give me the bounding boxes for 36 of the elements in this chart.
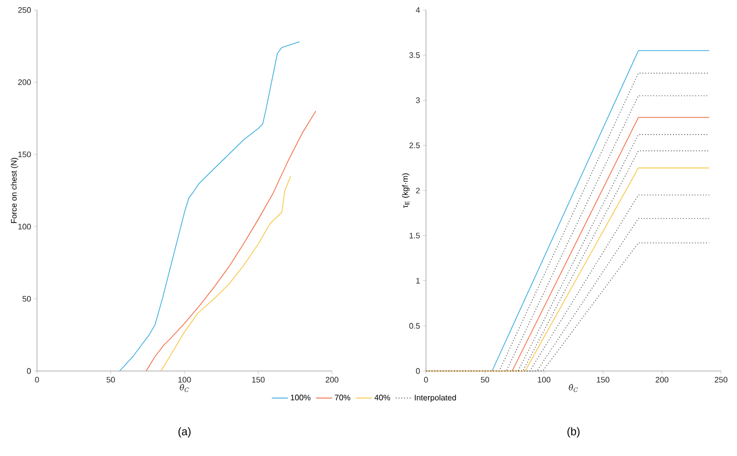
x-tick-label: 0: [35, 376, 39, 383]
y-tick-label: 0: [26, 368, 31, 374]
x-tick-label: 50: [480, 376, 490, 383]
x-tick-label: 200: [326, 376, 338, 383]
text: (b): [567, 427, 580, 438]
x-tick-label: 100: [178, 376, 191, 383]
y-axis-title: Force on chest (N): [10, 158, 18, 223]
y-tick-label: 3.5: [409, 52, 420, 58]
legend-label: 40%: [374, 394, 390, 400]
y-tick-label: 4: [416, 7, 420, 13]
y-tick-label: 2.5: [409, 142, 420, 148]
x-tick-label: 250: [714, 376, 728, 383]
y-tick-label: 250: [18, 7, 31, 13]
y-tick-label: 0: [416, 368, 420, 374]
x-tick-label: 0: [424, 376, 428, 383]
legend-label: 100%: [290, 394, 310, 400]
y-axis-title: τ$_{E}$ (kgf·m): [402, 173, 410, 208]
x-tick-label: 150: [596, 376, 610, 383]
y-tick-label: 3: [416, 97, 420, 104]
y-tick-label: 0.5: [409, 323, 420, 329]
y-tick-label: 2: [416, 188, 420, 194]
y-tick-label: 150: [18, 152, 31, 158]
y-tick-label: 200: [18, 79, 31, 86]
legend-label: 70%: [334, 394, 350, 400]
x-tick-label: 100: [538, 376, 550, 383]
y-tick-label: 1: [416, 278, 420, 284]
x-axis-title: θ̇$_{C}$: [180, 384, 189, 392]
x-tick-label: 150: [252, 376, 265, 383]
x-axis-title: θ̇$_{C}$: [568, 384, 578, 392]
legend-label: Interpolated: [414, 394, 456, 402]
y-tick-label: 100: [18, 224, 31, 230]
y-tick-label: 1.5: [410, 232, 420, 238]
text: (a): [178, 427, 191, 438]
y-tick-label: 50: [22, 296, 31, 302]
x-tick-label: 200: [656, 376, 668, 383]
x-tick-label: 50: [106, 376, 115, 383]
